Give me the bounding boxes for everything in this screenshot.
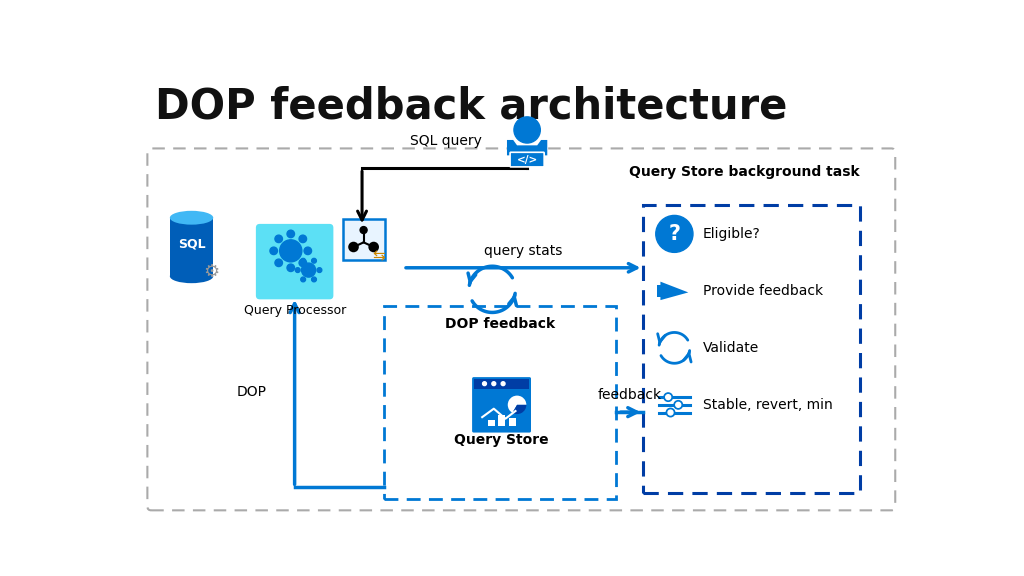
Ellipse shape (170, 211, 213, 225)
Circle shape (311, 259, 316, 263)
Circle shape (501, 382, 505, 385)
FancyBboxPatch shape (256, 224, 334, 300)
Text: Query Store background task: Query Store background task (629, 165, 859, 179)
Text: Query Processor: Query Processor (244, 304, 346, 317)
Polygon shape (507, 140, 547, 156)
Circle shape (667, 408, 675, 417)
Circle shape (514, 117, 541, 143)
Circle shape (274, 235, 283, 242)
Text: feedback: feedback (598, 388, 662, 402)
Circle shape (360, 226, 367, 233)
FancyBboxPatch shape (509, 418, 516, 426)
Text: Stable, revert, min: Stable, revert, min (703, 398, 833, 412)
Text: ⚙: ⚙ (203, 263, 219, 282)
Circle shape (299, 235, 306, 242)
Text: SQL: SQL (178, 237, 206, 251)
FancyBboxPatch shape (487, 420, 495, 426)
FancyBboxPatch shape (474, 378, 529, 389)
Ellipse shape (170, 270, 213, 283)
Circle shape (317, 268, 322, 272)
Text: Eligible?: Eligible? (703, 227, 761, 241)
Text: DOP: DOP (237, 385, 267, 399)
Wedge shape (512, 405, 526, 414)
Text: Provide feedback: Provide feedback (703, 284, 823, 298)
Text: DOP feedback: DOP feedback (445, 317, 555, 331)
Circle shape (676, 403, 681, 407)
Circle shape (287, 230, 295, 238)
FancyBboxPatch shape (499, 415, 506, 426)
Circle shape (287, 264, 295, 271)
Circle shape (668, 410, 673, 415)
FancyBboxPatch shape (510, 152, 544, 167)
Text: Query Store: Query Store (455, 433, 549, 447)
Text: query stats: query stats (484, 244, 562, 258)
Text: Validate: Validate (703, 341, 760, 355)
Circle shape (371, 244, 377, 251)
Circle shape (301, 259, 305, 263)
Circle shape (301, 263, 315, 277)
Circle shape (270, 247, 278, 255)
Circle shape (664, 393, 673, 401)
Circle shape (304, 247, 311, 255)
FancyBboxPatch shape (474, 378, 529, 389)
Text: ?: ? (669, 224, 680, 244)
Polygon shape (660, 282, 688, 300)
Wedge shape (508, 396, 526, 413)
Circle shape (492, 382, 496, 385)
Circle shape (280, 240, 302, 262)
FancyBboxPatch shape (656, 285, 665, 297)
Text: </>: </> (516, 155, 538, 165)
Text: ⇆: ⇆ (372, 249, 385, 264)
Circle shape (301, 277, 305, 282)
Circle shape (274, 259, 283, 267)
Circle shape (311, 277, 316, 282)
Circle shape (295, 268, 300, 272)
Circle shape (350, 244, 357, 251)
FancyBboxPatch shape (343, 218, 385, 260)
Circle shape (674, 400, 683, 409)
Text: DOP feedback architecture: DOP feedback architecture (155, 85, 787, 127)
Circle shape (655, 215, 693, 252)
Polygon shape (170, 218, 213, 276)
Circle shape (482, 382, 486, 385)
FancyBboxPatch shape (472, 377, 531, 433)
Circle shape (666, 395, 671, 400)
Text: SQL query: SQL query (410, 135, 481, 149)
Circle shape (299, 259, 306, 267)
